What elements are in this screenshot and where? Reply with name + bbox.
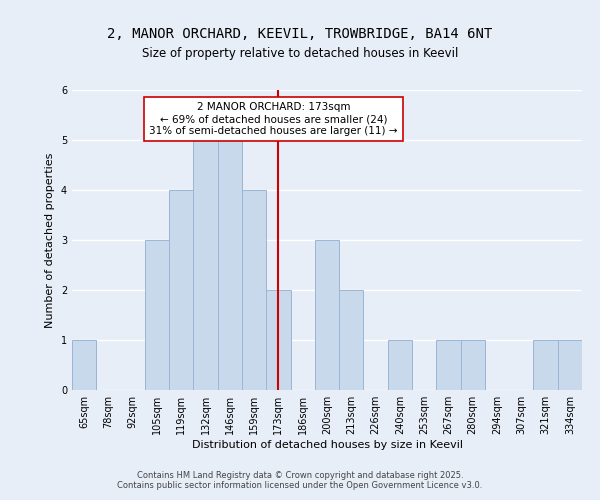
Bar	[169, 190, 193, 390]
Bar	[339, 290, 364, 390]
Bar	[218, 140, 242, 390]
Bar	[193, 140, 218, 390]
Text: 2, MANOR ORCHARD, KEEVIL, TROWBRIDGE, BA14 6NT: 2, MANOR ORCHARD, KEEVIL, TROWBRIDGE, BA…	[107, 28, 493, 42]
Bar	[315, 240, 339, 390]
Bar	[461, 340, 485, 390]
Bar	[533, 340, 558, 390]
X-axis label: Distribution of detached houses by size in Keevil: Distribution of detached houses by size …	[191, 440, 463, 450]
Bar	[242, 190, 266, 390]
Text: 2 MANOR ORCHARD: 173sqm
← 69% of detached houses are smaller (24)
31% of semi-de: 2 MANOR ORCHARD: 173sqm ← 69% of detache…	[149, 102, 398, 136]
Bar	[145, 240, 169, 390]
Bar	[558, 340, 582, 390]
Text: Contains HM Land Registry data © Crown copyright and database right 2025.
Contai: Contains HM Land Registry data © Crown c…	[118, 470, 482, 490]
Bar	[72, 340, 96, 390]
Y-axis label: Number of detached properties: Number of detached properties	[46, 152, 55, 328]
Bar	[266, 290, 290, 390]
Text: Size of property relative to detached houses in Keevil: Size of property relative to detached ho…	[142, 48, 458, 60]
Bar	[436, 340, 461, 390]
Bar	[388, 340, 412, 390]
